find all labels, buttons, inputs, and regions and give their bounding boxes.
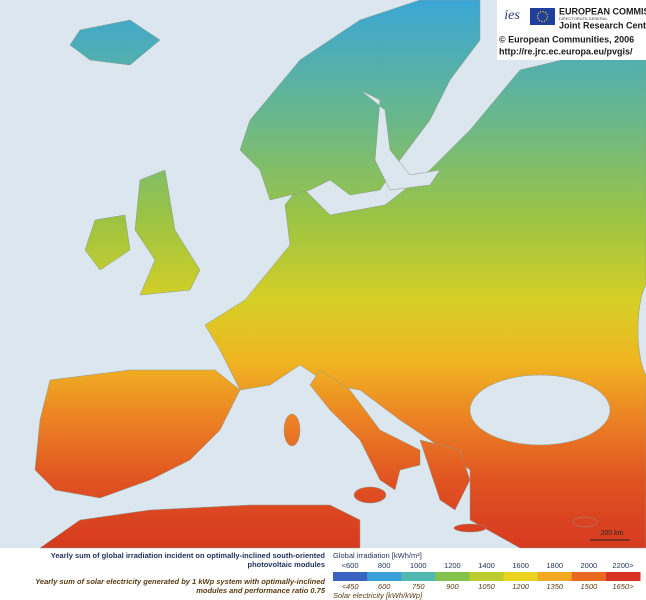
electricity-label: 1350	[546, 582, 564, 591]
iberia	[34, 369, 241, 499]
color-swatch	[503, 572, 539, 581]
irradiation-label: 1600	[512, 561, 529, 570]
irradiation-label: 1000	[410, 561, 427, 570]
color-swatch	[469, 572, 505, 581]
irradiation-caption: photovoltaic modules	[247, 560, 325, 569]
url: http://re.jrc.ec.europa.eu/pvgis/	[499, 46, 633, 56]
irradiation-label: 2200>	[612, 561, 634, 570]
directorate: DIRECTORATE-GENERAL	[559, 16, 609, 21]
italy	[309, 369, 421, 491]
color-swatch	[367, 572, 402, 581]
color-swatch	[401, 572, 436, 581]
scandinavia	[239, 0, 481, 201]
color-swatch	[537, 572, 573, 581]
north-africa	[39, 504, 361, 549]
irradiation-label: 800	[378, 561, 391, 570]
electricity-label: 1050	[478, 582, 496, 591]
electricity-label: <450	[342, 582, 360, 591]
electricity-label: 1500	[580, 582, 598, 591]
copyright: © European Communities, 2006	[499, 34, 634, 44]
centre: Joint Research Centre	[559, 20, 646, 30]
ireland	[84, 214, 131, 271]
black-sea	[469, 374, 611, 446]
eu-flag	[530, 8, 555, 25]
eu-stars	[536, 10, 549, 23]
electricity-title: Solar electricity [kWh/kWp]	[333, 591, 423, 600]
header-box	[497, 0, 646, 60]
irradiation-label: <600	[342, 561, 359, 570]
sardinia	[283, 413, 301, 447]
crete	[453, 523, 487, 533]
inland-seas	[359, 89, 646, 446]
color-swatch	[333, 572, 368, 581]
irradiation-label: 1400	[478, 561, 495, 570]
caspian-edge	[637, 284, 646, 376]
electricity-label: 600	[378, 582, 391, 591]
electricity-label: 1650>	[612, 582, 634, 591]
color-swatch	[571, 572, 607, 581]
scale-label: 200 km	[601, 530, 624, 537]
logo-ies: ies	[504, 8, 520, 23]
irradiation-label: 2000	[580, 561, 597, 570]
electricity-label: 750	[412, 582, 425, 591]
sicily	[353, 486, 387, 504]
electricity-label: 900	[446, 582, 459, 591]
irradiation-label: 1800	[546, 561, 563, 570]
irradiation-caption: Yearly sum of global irradiation inciden…	[51, 551, 326, 560]
electricity-caption: Yearly sum of solar electricity generate…	[35, 577, 325, 586]
cyprus	[572, 516, 598, 528]
greece	[419, 439, 471, 511]
electricity-caption: modules and performance ratio 0.75	[196, 586, 326, 595]
great-britain	[134, 169, 201, 296]
iceland	[69, 19, 161, 66]
electricity-label: 1200	[512, 582, 530, 591]
irradiation-label: 1200	[444, 561, 461, 570]
baltic-sea	[359, 89, 441, 191]
color-swatch	[435, 572, 470, 581]
irradiation-title: Global irradiation [kWh/m²]	[333, 551, 422, 560]
organisation: EUROPEAN COMMISSION	[559, 6, 646, 16]
color-swatch	[605, 572, 641, 581]
legend: Yearly sum of global irradiation inciden…	[35, 551, 641, 600]
